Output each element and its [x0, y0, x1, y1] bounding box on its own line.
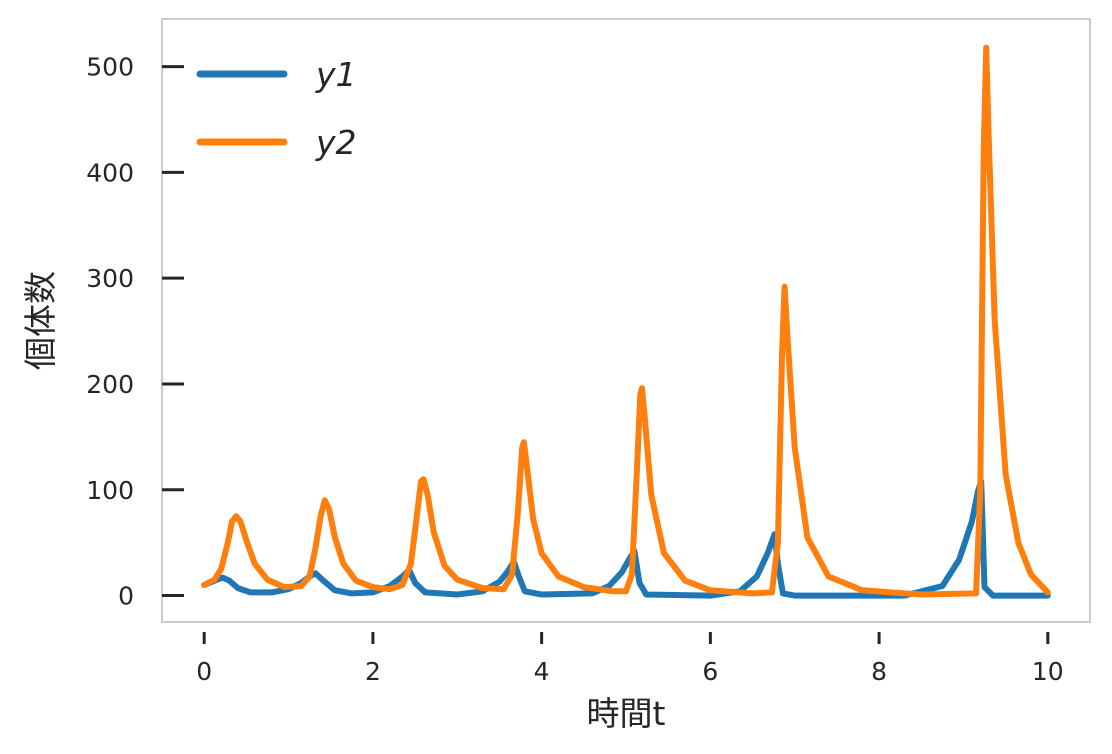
y-tick-label: 0: [118, 582, 134, 611]
legend-label-y2: y2: [315, 123, 357, 162]
series-lines: [201, 44, 1051, 599]
x-axis-label: 時間t: [587, 694, 666, 733]
y-axis-label: 個体数: [21, 271, 60, 370]
y-tick-label: 100: [86, 476, 134, 505]
y-tick-label: 300: [86, 264, 134, 293]
x-tick-label: 10: [1032, 657, 1064, 686]
y-tick-label: 500: [86, 53, 134, 82]
x-tick-label: 2: [365, 657, 381, 686]
x-tick-label: 4: [534, 657, 550, 686]
legend: y1 y2: [196, 55, 357, 162]
series-line-y2: [201, 44, 1051, 598]
legend-label-y1: y1: [315, 55, 357, 94]
x-tick-label: 6: [702, 657, 718, 686]
plot-area-frame: [161, 18, 1091, 623]
y-axis-ticks: 0 100 200 300 400 500: [86, 53, 184, 611]
y-tick-label: 200: [86, 370, 134, 399]
x-tick-label: 8: [871, 657, 887, 686]
x-axis-ticks: 0 2 4 6 8 10: [196, 632, 1064, 686]
x-tick-label: 0: [196, 657, 212, 686]
y-tick-label: 400: [86, 158, 134, 187]
